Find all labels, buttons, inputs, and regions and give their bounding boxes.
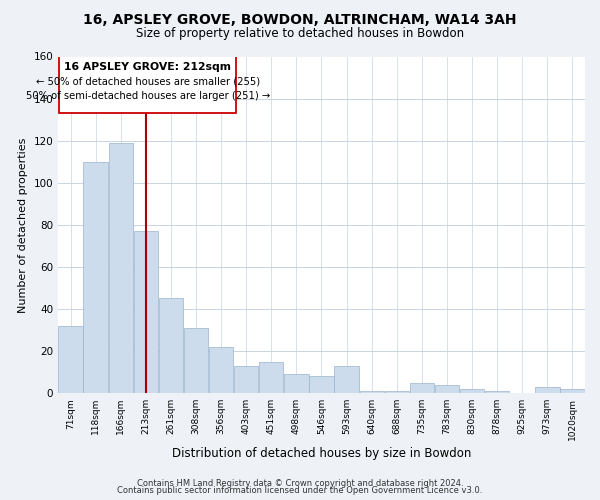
Text: Contains public sector information licensed under the Open Government Licence v3: Contains public sector information licen… xyxy=(118,486,482,495)
Bar xyxy=(385,391,409,393)
Bar xyxy=(535,387,560,393)
Bar xyxy=(460,389,484,393)
Bar xyxy=(58,326,83,393)
Text: ← 50% of detached houses are smaller (255): ← 50% of detached houses are smaller (25… xyxy=(35,76,260,86)
Bar xyxy=(410,382,434,393)
Text: 50% of semi-detached houses are larger (251) →: 50% of semi-detached houses are larger (… xyxy=(26,91,270,101)
Text: 16, APSLEY GROVE, BOWDON, ALTRINCHAM, WA14 3AH: 16, APSLEY GROVE, BOWDON, ALTRINCHAM, WA… xyxy=(83,12,517,26)
Bar xyxy=(159,298,183,393)
Bar xyxy=(485,391,509,393)
FancyBboxPatch shape xyxy=(59,56,236,114)
Bar xyxy=(435,385,459,393)
Bar xyxy=(209,347,233,393)
Bar xyxy=(134,231,158,393)
Bar xyxy=(284,374,308,393)
Bar xyxy=(184,328,208,393)
Bar xyxy=(560,389,584,393)
Text: Size of property relative to detached houses in Bowdon: Size of property relative to detached ho… xyxy=(136,28,464,40)
Bar xyxy=(359,391,384,393)
X-axis label: Distribution of detached houses by size in Bowdon: Distribution of detached houses by size … xyxy=(172,447,471,460)
Bar xyxy=(334,366,359,393)
Y-axis label: Number of detached properties: Number of detached properties xyxy=(18,137,28,312)
Bar xyxy=(109,143,133,393)
Bar xyxy=(259,362,283,393)
Text: Contains HM Land Registry data © Crown copyright and database right 2024.: Contains HM Land Registry data © Crown c… xyxy=(137,478,463,488)
Bar xyxy=(310,376,334,393)
Bar xyxy=(83,162,108,393)
Text: 16 APSLEY GROVE: 212sqm: 16 APSLEY GROVE: 212sqm xyxy=(64,62,231,72)
Bar xyxy=(234,366,259,393)
